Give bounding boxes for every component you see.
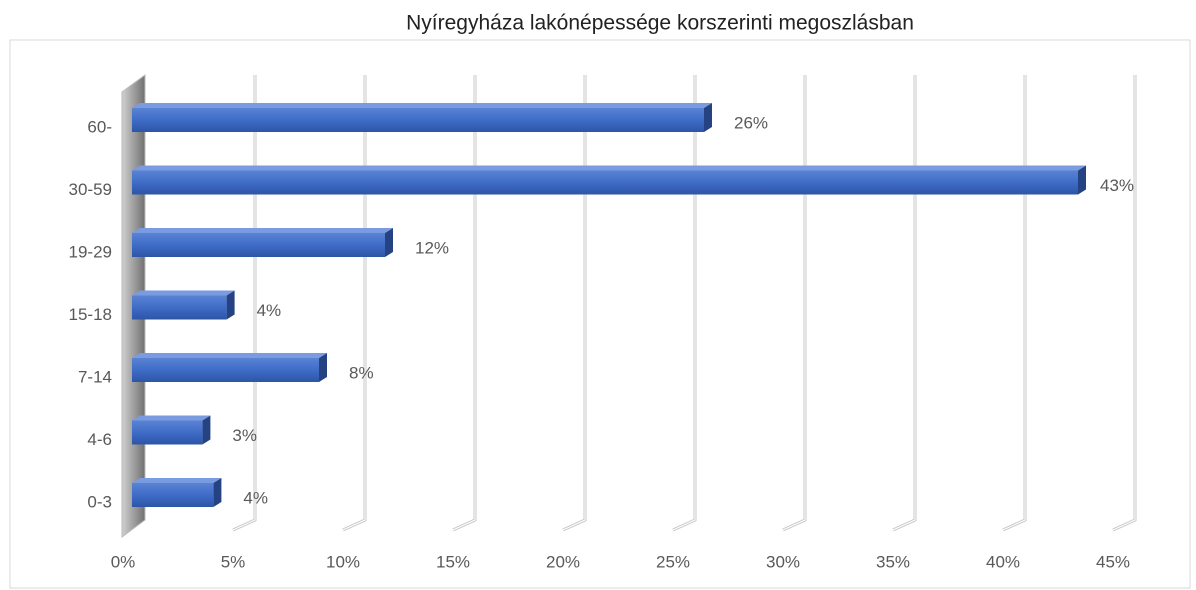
grid-line: [1112, 75, 1137, 532]
grid-line-inner: [892, 75, 916, 531]
y-tick-label: 0-3: [87, 492, 112, 511]
x-tick-label: 45%: [1096, 552, 1130, 571]
bar-top: [132, 415, 211, 421]
y-tick-label: 60-: [87, 117, 112, 136]
bar-front: [132, 483, 214, 507]
bar: [132, 353, 327, 382]
data-label: 43%: [1100, 176, 1134, 195]
x-tick-label: 30%: [766, 552, 800, 571]
x-tick-label: 35%: [876, 552, 910, 571]
data-label: 4%: [257, 301, 282, 320]
bar-front: [132, 295, 227, 320]
bar: [132, 415, 211, 445]
bar: [132, 165, 1086, 195]
bar-side: [226, 290, 235, 320]
bar: [132, 228, 393, 257]
grid-line: [342, 75, 367, 532]
grid-line-inner: [782, 75, 806, 531]
bar-front: [132, 170, 1078, 195]
y-tick-label: 7-14: [78, 367, 112, 386]
x-tick-label: 40%: [986, 552, 1020, 571]
grid-line: [892, 75, 917, 532]
bar-top: [132, 228, 393, 233]
bar: [132, 103, 712, 132]
grid-line-inner: [342, 75, 366, 531]
bar-side: [385, 228, 393, 257]
x-tick-label: 25%: [656, 552, 690, 571]
bar-top: [132, 353, 327, 358]
y-tick-label: 4-6: [87, 430, 112, 449]
grid-line-inner: [562, 75, 586, 531]
data-label: 3%: [232, 426, 257, 445]
grid-line: [232, 75, 257, 532]
chart-title: Nyíregyháza lakónépessége korszerinti me…: [406, 12, 914, 35]
y-tick-label: 30-59: [69, 180, 112, 199]
x-tick-label: 15%: [436, 552, 470, 571]
bar: [132, 290, 235, 320]
grid-line: [782, 75, 807, 532]
bar-front: [132, 233, 385, 257]
grid-line-inner: [1002, 75, 1026, 531]
data-label: 8%: [349, 363, 374, 382]
bar-side: [319, 353, 327, 382]
bar-top: [132, 478, 222, 483]
bar: [132, 478, 222, 507]
bar-top: [132, 165, 1086, 171]
bar-front: [132, 358, 319, 382]
bar-top: [132, 103, 712, 108]
x-tick-label: 20%: [546, 552, 580, 571]
grid-line-inner: [1112, 75, 1136, 531]
x-tick-label: 5%: [221, 552, 246, 571]
grid-line: [672, 75, 697, 532]
data-label: 12%: [415, 238, 449, 257]
bar-front: [132, 420, 203, 445]
bar-front: [132, 108, 704, 132]
grid-line: [452, 75, 477, 532]
grid-line: [562, 75, 587, 532]
y-tick-label: 15-18: [69, 305, 112, 324]
y-tick-label: 19-29: [69, 242, 112, 261]
x-tick-label: 0%: [111, 552, 136, 571]
bar-side: [213, 478, 222, 507]
bar-top: [132, 290, 235, 296]
x-tick-label: 10%: [326, 552, 360, 571]
grid-line-inner: [672, 75, 696, 531]
grid-line-inner: [452, 75, 476, 531]
grid-line: [1002, 75, 1027, 532]
chart-frame: [9, 39, 1191, 589]
grid-line-inner: [232, 75, 256, 531]
bar-side: [704, 103, 712, 132]
bar-side: [202, 415, 211, 445]
data-label: 4%: [243, 488, 268, 507]
bar-side: [1078, 165, 1086, 195]
data-label: 26%: [734, 113, 768, 132]
